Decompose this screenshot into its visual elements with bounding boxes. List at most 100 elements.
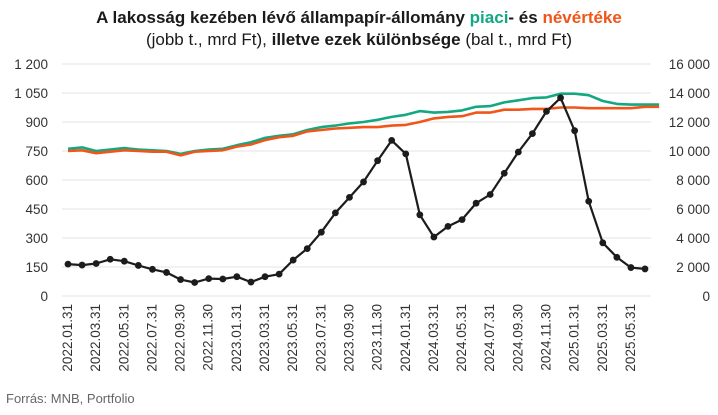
right-tick-label: 6 000 [676,202,710,217]
right-tick-label: 2 000 [676,260,710,275]
difference-point [599,239,607,247]
difference-point [134,262,142,269]
difference-point [247,278,255,286]
right-tick-label: 16 000 [669,57,710,72]
difference-point [430,233,438,241]
difference-point [388,136,396,144]
difference-point [317,228,325,236]
x-tick-label: 2023.07.31 [313,304,328,372]
title-text-bold: illetve ezek különbsége [271,30,461,49]
difference-point [261,273,269,281]
left-tick-label: 450 [25,202,48,217]
difference-point [486,191,494,198]
difference-point [458,216,466,224]
difference-point [585,197,593,205]
title-text-a: A lakosság kezében lévő állampapír-állom… [96,8,465,27]
left-axis-ticks: 0 150 300 450 600 750 900 1 050 1 200 [14,57,48,304]
difference-point [205,275,213,282]
difference-point [472,199,480,207]
difference-point [500,169,508,177]
x-tick-label: 2022.03.31 [88,304,103,372]
title-text-c: (jobb t., mrd Ft), [145,30,267,49]
difference-point [641,265,649,273]
difference-point [514,148,522,156]
title-text-d: (bal t., mrd Ft) [465,30,573,49]
right-tick-label: 14 000 [669,86,710,101]
difference-point [303,245,311,253]
right-tick-label: 12 000 [669,115,710,130]
difference-point [360,178,367,186]
title-text-b: - és [508,8,538,27]
difference-point [149,265,156,273]
difference-point [233,273,241,281]
x-tick-label: 2022.09.30 [173,304,188,372]
difference-point [78,261,86,269]
difference-point [120,257,128,265]
x-tick-label: 2024.01.31 [398,304,413,372]
x-tick-label: 2023.01.31 [229,304,244,372]
right-tick-label: 8 000 [676,173,710,188]
difference-point [571,127,579,135]
difference-point [529,130,536,138]
x-tick-label: 2023.05.31 [285,304,300,372]
left-tick-label: 1 200 [14,57,48,72]
title-line-2: (jobb t., mrd Ft), illetve ezek különbsé… [0,29,718,51]
difference-point [331,209,339,217]
source-note: Forrás: MNB, Portfolio [6,391,135,406]
left-tick-label: 750 [25,144,48,159]
x-tick-label: 2024.05.31 [454,304,469,372]
difference-point [289,256,297,264]
series-lines [64,92,660,286]
difference-point [543,107,550,115]
difference-point [346,194,353,201]
difference-point [416,211,424,219]
left-tick-label: 150 [25,260,48,275]
x-tick-label: 2022.01.31 [60,304,75,372]
title-line-1: A lakosság kezében lévő állampapír-állom… [0,7,718,29]
difference-series-line [67,96,646,284]
x-tick-label: 2022.07.31 [144,304,159,372]
x-tick-label: 2024.03.31 [426,304,441,372]
difference-point [219,275,227,283]
x-tick-label: 2024.09.30 [510,304,525,372]
left-tick-label: 0 [40,289,48,304]
nominal-series-line [67,105,660,157]
x-tick-label: 2023.03.31 [257,304,272,372]
difference-point [374,157,382,165]
title-market-keyword: piaci [469,8,509,27]
left-tick-label: 1 050 [14,86,48,101]
x-tick-label: 2024.11.30 [538,304,553,371]
x-tick-label: 2023.11.30 [370,304,385,371]
difference-point [613,253,621,261]
difference-point [64,260,72,268]
right-tick-label: 4 000 [676,231,710,246]
difference-point [191,279,199,286]
difference-point [163,269,170,276]
right-axis-ticks: 0 2 000 4 000 6 000 8 000 10 000 12 000 14 000 1… [669,57,710,304]
market-series-line [67,92,660,156]
x-tick-label: 2022.11.30 [201,304,216,371]
x-tick-label: 2022.05.31 [116,304,131,372]
difference-point [275,270,283,278]
left-tick-label: 600 [25,173,48,188]
x-tick-label: 2024.07.31 [482,304,497,372]
difference-point [557,94,564,102]
difference-point [627,264,635,271]
chart-title: A lakosság kezében lévő állampapír-állom… [0,7,718,51]
title-nominal-keyword: névértéke [542,8,622,27]
difference-point [106,255,114,263]
difference-point [92,260,100,267]
right-tick-label: 10 000 [669,144,710,159]
x-tick-label: 2025.03.31 [595,304,610,372]
difference-point [177,276,184,283]
x-tick-label: 2023.09.30 [341,304,356,372]
difference-point [444,223,452,230]
right-tick-label: 0 [702,289,710,304]
x-tick-label: 2025.01.31 [567,304,582,372]
x-tick-label: 2025.05.31 [623,304,638,372]
left-tick-label: 900 [25,115,48,130]
difference-point [402,150,410,158]
left-tick-label: 300 [25,231,48,246]
x-axis-ticks: 2022.01.31 2022.03.31 2022.05.31 2022.07.31… [60,304,638,372]
